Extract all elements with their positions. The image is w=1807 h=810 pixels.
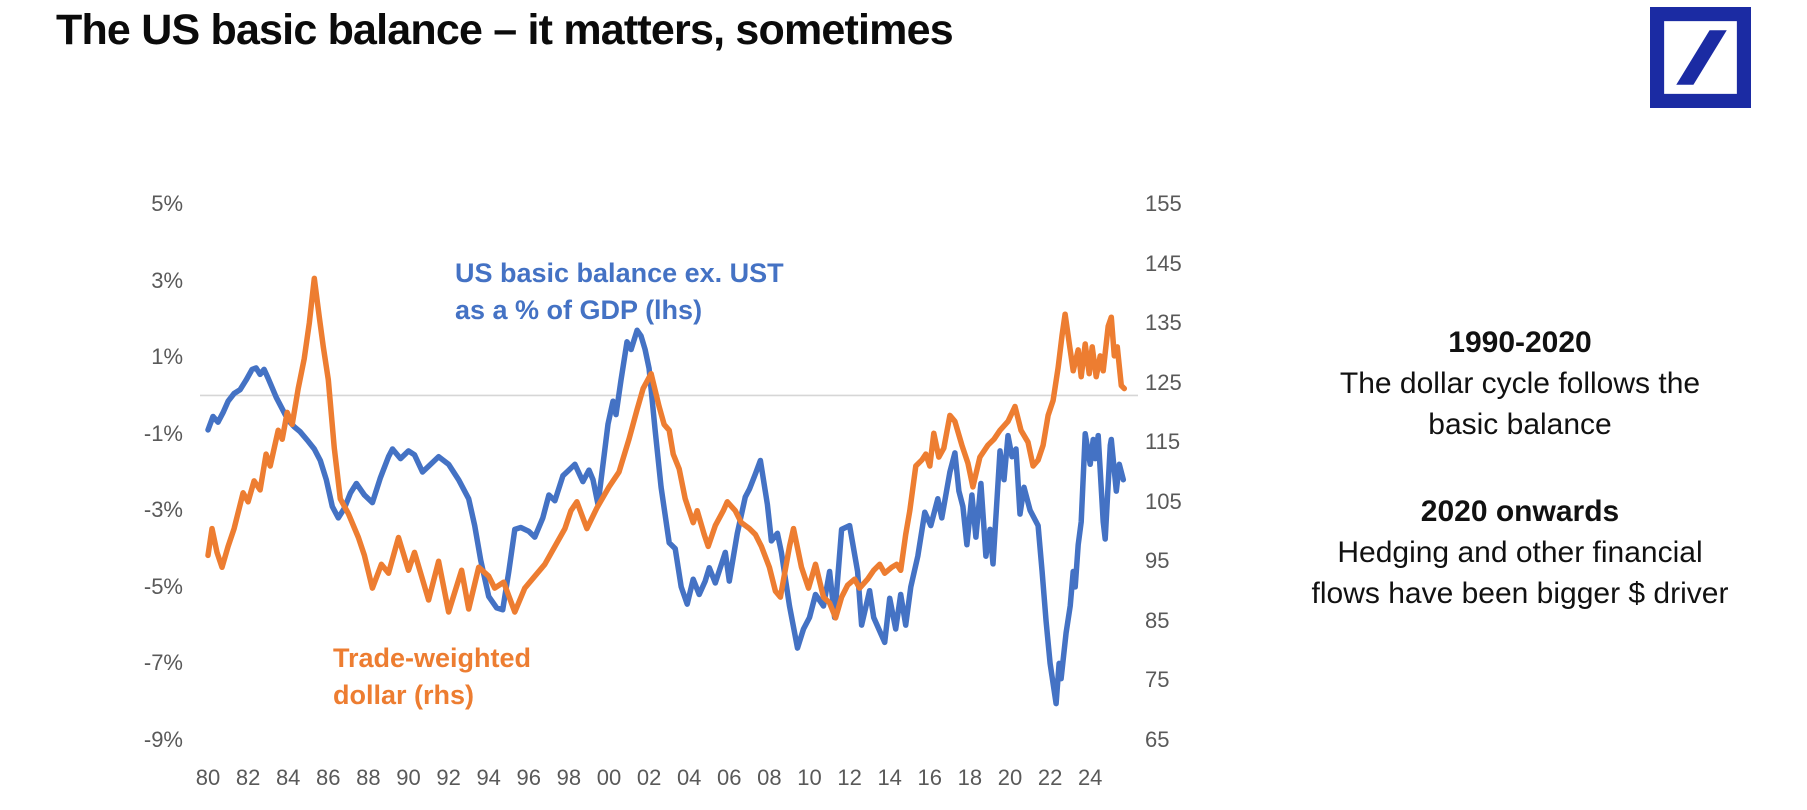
right-axis-tick-115: 115 xyxy=(1145,429,1181,455)
x-axis-tick-84: 84 xyxy=(275,765,301,790)
right-axis-tick-155: 155 xyxy=(1145,191,1182,216)
x-axis-tick-82: 82 xyxy=(235,765,261,790)
x-axis-tick-24: 24 xyxy=(1077,765,1103,790)
left-axis-tick-1%: 1% xyxy=(151,344,183,370)
annotation-period2-title: 2020 onwards xyxy=(1420,495,1620,528)
deutsche-bank-logo-icon xyxy=(1650,7,1751,108)
x-axis-tick-08: 08 xyxy=(757,765,782,790)
x-axis-tick-96: 96 xyxy=(516,765,542,790)
x-axis-tick-10: 10 xyxy=(797,765,822,790)
left-axis-tick--5%: -5% xyxy=(143,573,183,599)
x-axis-tick-90: 90 xyxy=(396,765,421,790)
x-axis-tick-12: 12 xyxy=(837,765,862,790)
x-axis-tick-14: 14 xyxy=(877,765,902,790)
left-axis-tick--7%: -7% xyxy=(143,650,183,676)
left-axis-tick--9%: -9% xyxy=(143,727,183,752)
x-axis-tick-18: 18 xyxy=(957,765,983,790)
annotation-block: 1990-2020 The dollar cycle follows the b… xyxy=(1240,322,1800,614)
legend-twd-line1: Trade-weighted xyxy=(333,643,532,673)
legend-basic-balance: US basic balance ex. UST as a % of GDP (… xyxy=(455,255,784,329)
x-axis-tick-88: 88 xyxy=(356,765,381,790)
right-axis-tick-125: 125 xyxy=(1145,369,1182,395)
x-axis-tick-20: 20 xyxy=(997,765,1023,790)
db-logo-svg xyxy=(1650,7,1751,108)
x-axis-tick-22: 22 xyxy=(1037,765,1063,790)
page-title: The US basic balance – it matters, somet… xyxy=(56,6,954,54)
x-axis-tick-98: 98 xyxy=(556,765,582,790)
annotation-period2-text1: Hedging and other financial xyxy=(1337,536,1703,569)
right-axis-tick-65: 65 xyxy=(1145,727,1170,752)
right-axis-tick-75: 75 xyxy=(1145,667,1170,693)
annotation-period1-text2: basic balance xyxy=(1428,408,1612,441)
right-axis-tick-145: 145 xyxy=(1145,250,1182,276)
left-axis-tick--3%: -3% xyxy=(143,497,183,523)
right-axis-tick-95: 95 xyxy=(1145,548,1170,574)
right-axis-tick-85: 85 xyxy=(1145,607,1170,633)
legend-basic-balance-line2: as a % of GDP (lhs) xyxy=(455,295,703,325)
x-axis-tick-02: 02 xyxy=(636,765,662,790)
annotation-period1-text1: The dollar cycle follows the xyxy=(1339,367,1701,400)
annotation-period1-title: 1990-2020 xyxy=(1448,326,1592,359)
x-axis-tick-86: 86 xyxy=(316,765,341,790)
x-axis-tick-04: 04 xyxy=(676,765,702,790)
left-axis-tick-5%: 5% xyxy=(151,191,183,216)
right-axis-tick-105: 105 xyxy=(1145,488,1182,514)
x-axis-tick-06: 06 xyxy=(717,765,742,790)
annotation-gap xyxy=(1240,445,1800,491)
left-axis-tick--1%: -1% xyxy=(143,420,183,446)
x-axis-tick-94: 94 xyxy=(476,765,501,790)
trade-weighted-dollar-line xyxy=(205,275,1128,621)
x-axis-tick-00: 00 xyxy=(596,765,622,790)
x-axis-tick-80: 80 xyxy=(195,765,221,790)
x-axis-tick-16: 16 xyxy=(917,765,943,790)
left-axis-tick-3%: 3% xyxy=(151,267,183,293)
annotation-period2-text2: flows have been bigger $ driver xyxy=(1311,577,1729,610)
right-axis-tick-135: 135 xyxy=(1145,310,1182,336)
legend-twd-line2: dollar (rhs) xyxy=(333,680,475,710)
legend-trade-weighted-dollar: Trade-weighted dollar (rhs) xyxy=(333,640,531,714)
legend-basic-balance-line1: US basic balance ex. UST xyxy=(455,258,784,288)
x-axis-tick-92: 92 xyxy=(436,765,461,790)
